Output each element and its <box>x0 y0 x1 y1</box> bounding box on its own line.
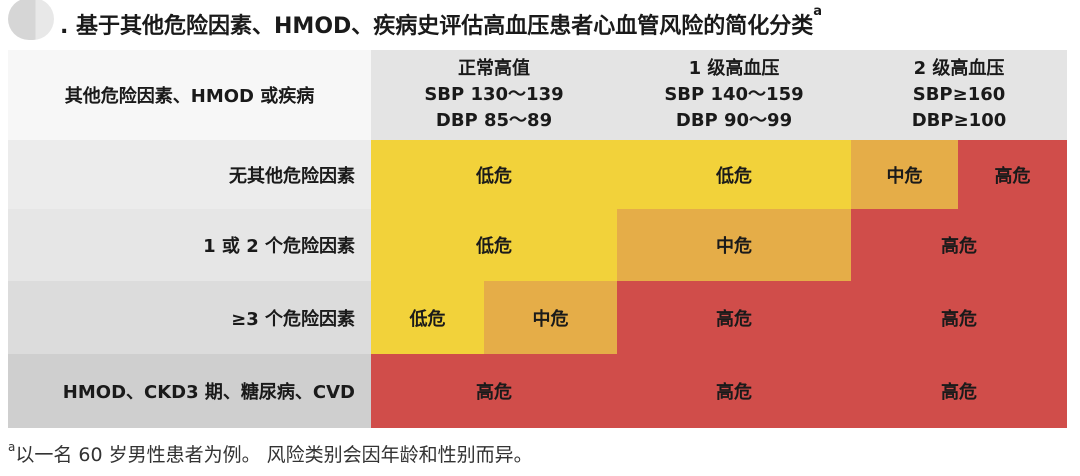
title-footnote-marker: a <box>813 4 823 19</box>
risk-cell: 高危 <box>851 281 1067 354</box>
footnote-text: 以一名 60 岁男性患者为例。 风险类别会因年龄和性别而异。 <box>15 444 533 466</box>
risk-cell: 高危 <box>958 140 1067 209</box>
row-label: ≥3 个危险因素 <box>8 281 371 354</box>
risk-cell: 中危 <box>851 140 958 209</box>
col-name: 正常高值 <box>458 58 530 79</box>
col-name: 2 级高血压 <box>913 58 1005 79</box>
risk-cell: 高危 <box>851 354 1067 428</box>
col-dbp: DBP 85～89 <box>435 110 553 131</box>
footnote: a以一名 60 岁男性患者为例。 风险类别会因年龄和性别而异。 <box>8 440 533 467</box>
row-label: 无其他危险因素 <box>8 140 371 209</box>
col-sbp: SBP 130～139 <box>424 84 564 105</box>
risk-cell: 中危 <box>484 281 617 354</box>
row-label: HMOD、CKD3 期、糖尿病、CVD <box>8 354 371 428</box>
col-dbp: DBP≥100 <box>911 110 1007 131</box>
risk-cell: 高危 <box>617 354 851 428</box>
col-sbp: SBP 140～159 <box>664 84 804 105</box>
risk-cell: 低危 <box>371 140 617 209</box>
risk-cell: 高危 <box>371 354 617 428</box>
risk-cell: 高危 <box>617 281 851 354</box>
risk-cell: 低危 <box>371 281 484 354</box>
row-label: 1 或 2 个危险因素 <box>8 209 371 281</box>
footnote-marker: a <box>8 440 16 454</box>
title-number-mask <box>8 0 54 40</box>
risk-cell: 高危 <box>851 209 1067 281</box>
risk-cell: 中危 <box>617 209 851 281</box>
col-dbp: DBP 90～99 <box>675 110 793 131</box>
risk-cell: 低危 <box>371 209 617 281</box>
title-text: . 基于其他危险因素、HMOD、疾病史评估高血压患者心血管风险的简化分类 <box>60 14 814 39</box>
header-col-grade2: 2 级高血压 SBP≥160 DBP≥100 <box>851 50 1067 140</box>
risk-cell: 低危 <box>617 140 851 209</box>
header-col-high-normal: 正常高值 SBP 130～139 DBP 85～89 <box>371 50 617 140</box>
col-sbp: SBP≥160 <box>912 84 1006 105</box>
col-name: 1 级高血压 <box>688 58 780 79</box>
header-row-label: 其他危险因素、HMOD 或疾病 <box>8 50 371 140</box>
header-col-grade1: 1 级高血压 SBP 140～159 DBP 90～99 <box>617 50 851 140</box>
